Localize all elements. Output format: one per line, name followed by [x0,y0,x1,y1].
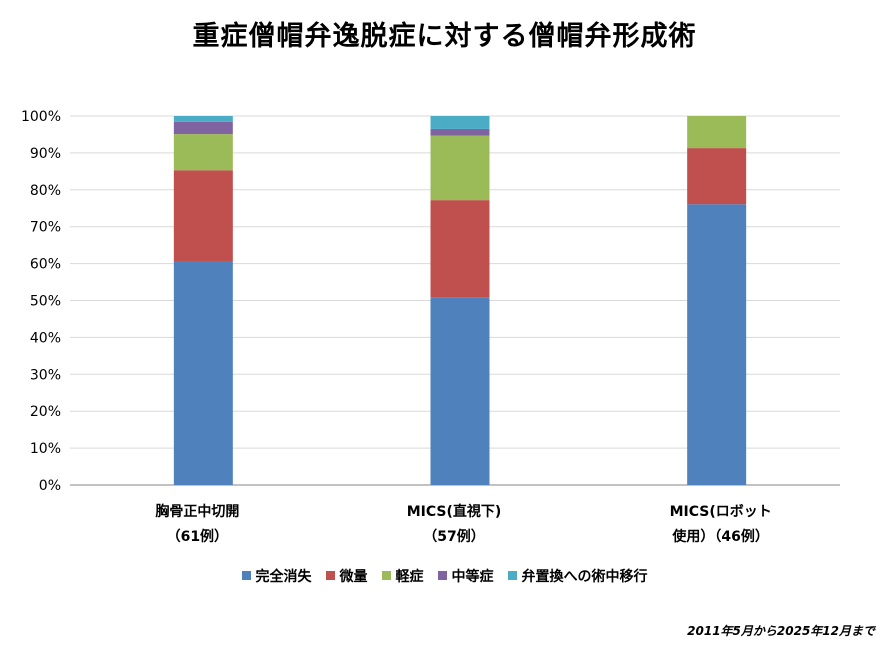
bars [173,116,747,486]
bar-segment [430,135,490,201]
category-label: 胸骨正中切開 [155,503,239,520]
category-label: MICS(ロボット [670,504,772,520]
legend-swatch [325,571,335,580]
category-label: MICS(直視下) [407,503,502,520]
y-tick-label: 70% [30,220,61,236]
legend-item: 中等症 [437,566,494,586]
bar-segment [430,200,490,298]
page-title: 重症僧帽弁逸脱症に対する僧帽弁形成術 [192,21,697,52]
bar-segment [430,128,490,136]
bar-segment [173,170,233,262]
bar-segment [173,261,233,485]
bar-segment [173,134,233,171]
bar-segment [173,121,233,135]
bar-segment [687,116,747,149]
y-tick-label: 50% [30,294,61,310]
legend-swatch [437,571,447,580]
footnote: 2011年5月から2025年12月まで [687,624,875,638]
y-tick-label: 40% [30,330,61,346]
legend-label: 弁置換への術中移行 [521,569,648,585]
y-tick-label: 20% [30,404,61,420]
bar-segment [687,204,747,486]
legend-swatch [381,571,391,580]
bar-segment [430,297,490,485]
legend-item: 完全消失 [241,566,312,586]
legend: 完全消失 微量 軽症 中等症 弁置換への術中移行 [0,566,889,586]
legend-item: 弁置換への術中移行 [507,566,648,586]
category-label: 使用）（46例） [671,528,768,545]
y-tick-label: 90% [30,146,61,162]
y-tick-label: 100% [21,109,61,125]
legend-item: 軽症 [381,566,424,586]
y-tick-label: 10% [30,441,61,457]
legend-item: 微量 [325,566,368,586]
legend-label: 微量 [339,569,368,585]
legend-label: 中等症 [451,569,494,585]
y-axis-ticks: 0% 10% 20% 30% 40% 50% 60% 70% 80% 90% 100% [21,109,61,494]
x-axis-labels: 胸骨正中切開 （61例） MICS(直視下) （57例） MICS(ロボット使用）（46… [155,503,771,545]
bar-segment [173,116,233,122]
y-tick-label: 30% [30,367,61,383]
bar-segment [687,148,747,205]
y-tick-label: 0% [39,478,61,494]
legend-swatch [241,571,251,580]
category-label: （61例） [167,528,228,545]
legend-swatch [507,571,517,580]
legend-label: 軽症 [395,569,424,585]
legend-label: 完全消失 [255,569,312,585]
y-tick-label: 60% [30,257,61,273]
y-tick-label: 80% [30,183,61,199]
bar-segment [430,116,490,129]
category-label: （57例） [423,528,484,545]
